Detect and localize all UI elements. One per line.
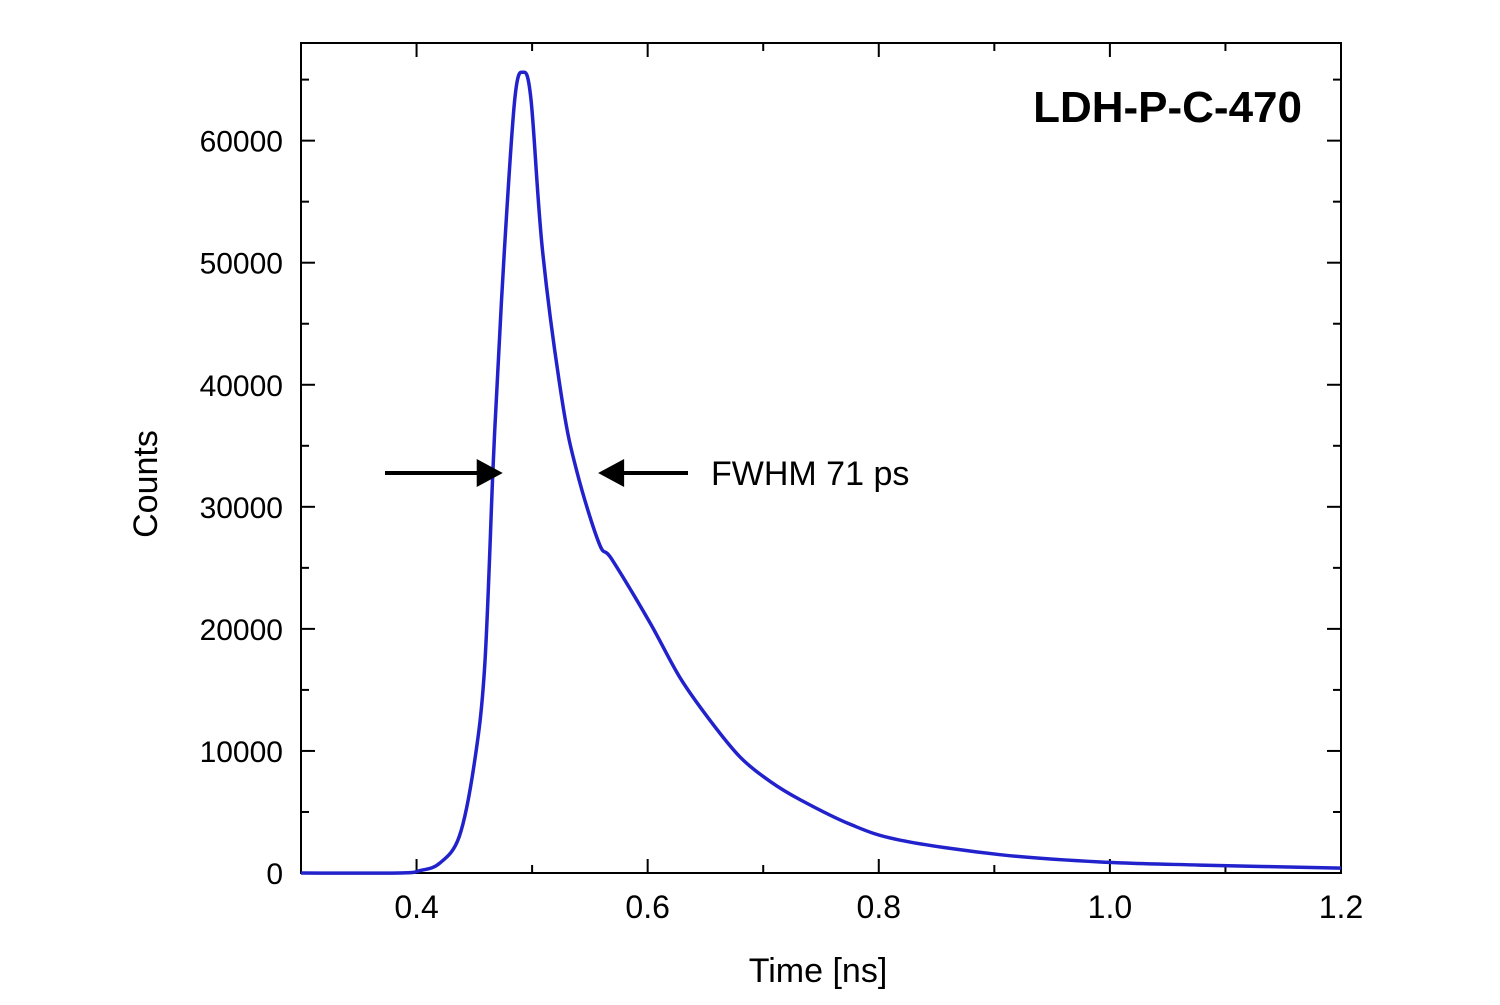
- x-axis-label: Time [ns]: [749, 952, 888, 990]
- x-tick-label: 1.0: [1088, 889, 1132, 925]
- x-tick-label: 0.4: [394, 889, 438, 925]
- fwhm-annotation: FWHM 71 ps: [711, 455, 909, 493]
- fwhm-right-arrow-head: [598, 459, 625, 487]
- y-tick-label: 40000: [200, 370, 283, 403]
- fwhm-left-arrow-head: [476, 459, 503, 487]
- y-tick-label: 50000: [200, 248, 283, 281]
- x-tick-label: 0.6: [625, 889, 669, 925]
- plot-frame: [300, 42, 1342, 874]
- y-axis-label: Counts: [127, 430, 165, 538]
- data-series-line: [300, 70, 1342, 875]
- y-tick-label: 0: [266, 858, 283, 891]
- y-tick-label: 10000: [200, 736, 283, 769]
- y-tick-label: 20000: [200, 614, 283, 647]
- y-tick-label: 60000: [200, 126, 283, 159]
- chart-title: LDH-P-C-470: [1033, 83, 1302, 132]
- x-tick-label: 0.8: [857, 889, 901, 925]
- x-tick-label: 1.2: [1319, 889, 1363, 925]
- y-tick-label: 30000: [200, 492, 283, 525]
